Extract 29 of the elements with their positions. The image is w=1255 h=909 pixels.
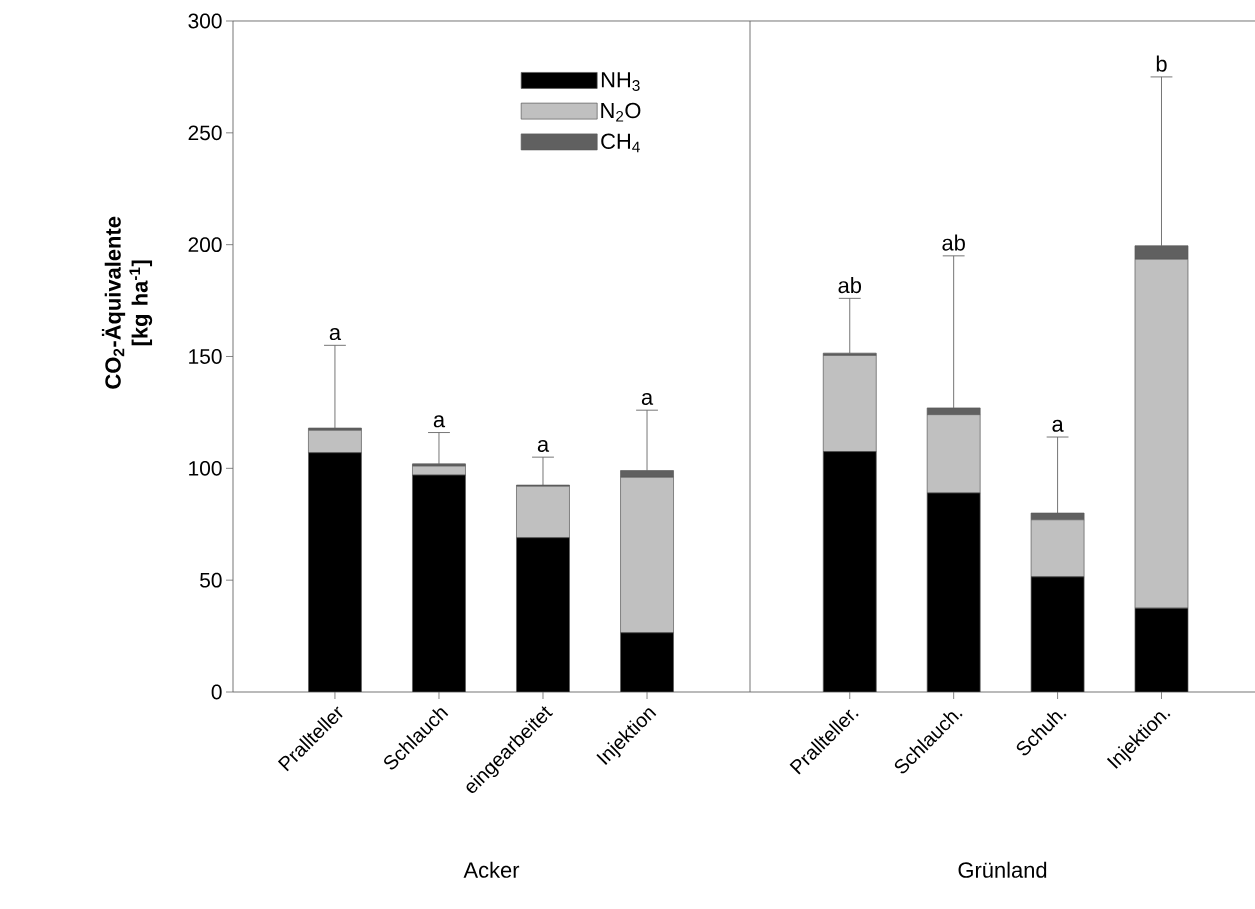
legend-label: N$_{2}$O: [601, 102, 641, 122]
x-axis-title: Grünland: [958, 861, 1047, 878]
bar: [620, 632, 674, 692]
y-tick-label: 200: [188, 237, 222, 253]
annotation: a: [433, 415, 446, 428]
y-tick-label: 250: [188, 125, 222, 141]
bar: [1134, 607, 1189, 692]
bar: [412, 474, 466, 692]
annotation: a: [537, 439, 550, 452]
y-tick-label: 0: [211, 684, 222, 700]
bar: [308, 452, 362, 692]
bar: [822, 451, 877, 692]
bar: [516, 485, 570, 539]
annotation: a: [329, 328, 342, 341]
y-tick-label: 100: [189, 460, 222, 476]
y-tick-label: 150: [189, 349, 222, 364]
y-tick-label: 50: [200, 572, 222, 588]
legend-label: NH$_{3}$: [601, 72, 640, 91]
annotation: ab: [942, 234, 965, 251]
x-axis-title: Acker: [463, 861, 520, 878]
bar: [926, 492, 981, 692]
annotation: a: [1052, 419, 1064, 432]
bar: [516, 537, 570, 692]
annotation: a: [641, 392, 654, 405]
annotation: ab: [838, 277, 862, 294]
bar: [1030, 576, 1085, 692]
legend-label: CH$_{4}$: [601, 133, 640, 153]
annotation: b: [1156, 55, 1167, 72]
y-tick-label: 300: [188, 13, 222, 29]
